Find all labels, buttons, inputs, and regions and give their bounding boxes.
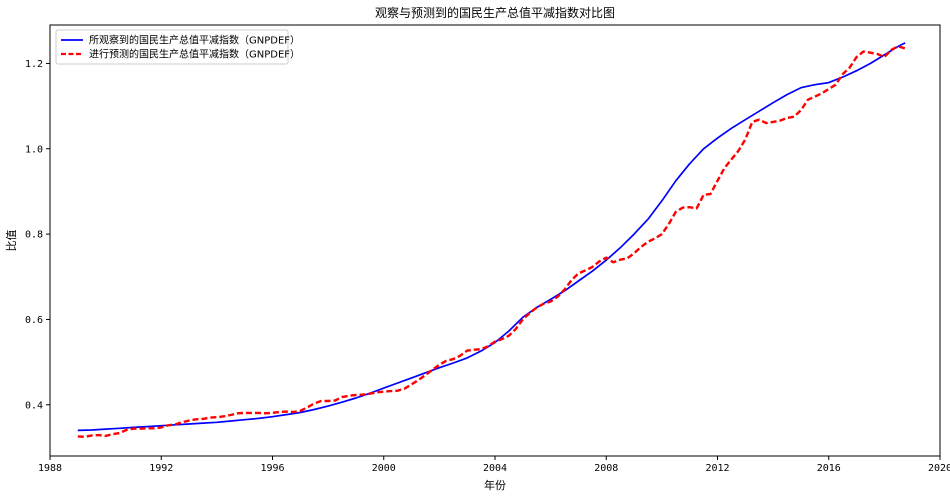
y-axis-title: 比值 [5, 230, 18, 252]
legend: 所观察到的国民生产总值平减指数（GNPDEF）进行预测的国民生产总值平减指数（G… [55, 29, 300, 65]
x-tick-label: 1996 [260, 463, 284, 474]
x-axis-title: 年份 [484, 478, 506, 492]
y-tick-label: 1.0 [25, 144, 43, 155]
y-tick-label: 0.8 [25, 230, 43, 241]
predicted-series-line [77, 45, 906, 438]
x-tick-label: 2004 [483, 463, 507, 474]
legend-label-predicted: 进行预测的国民生产总值平减指数（GNPDEF） [89, 48, 300, 61]
x-tick-label: 2012 [705, 463, 729, 474]
y-tick-label: 0.4 [25, 400, 43, 411]
y-tick-label: 1.2 [25, 59, 43, 70]
y-tick-label: 0.6 [25, 315, 43, 326]
plot-area: 1988 1992 1996 2000 2004 2008 2012 2016 2020 0.4 0… [25, 24, 950, 474]
x-tick-label: 2016 [817, 463, 841, 474]
legend-box [55, 29, 289, 65]
x-tick-label: 2000 [372, 463, 396, 474]
legend-label-observed: 所观察到的国民生产总值平减指数（GNPDEF） [89, 34, 300, 47]
x-tick-label: 2008 [594, 463, 618, 474]
chart-title: 观察与预测到的国民生产总值平减指数对比图 [375, 5, 615, 20]
x-tick-label: 2020 [928, 463, 950, 474]
x-tick-label: 1992 [149, 463, 173, 474]
x-tick-label: 1988 [38, 463, 62, 474]
